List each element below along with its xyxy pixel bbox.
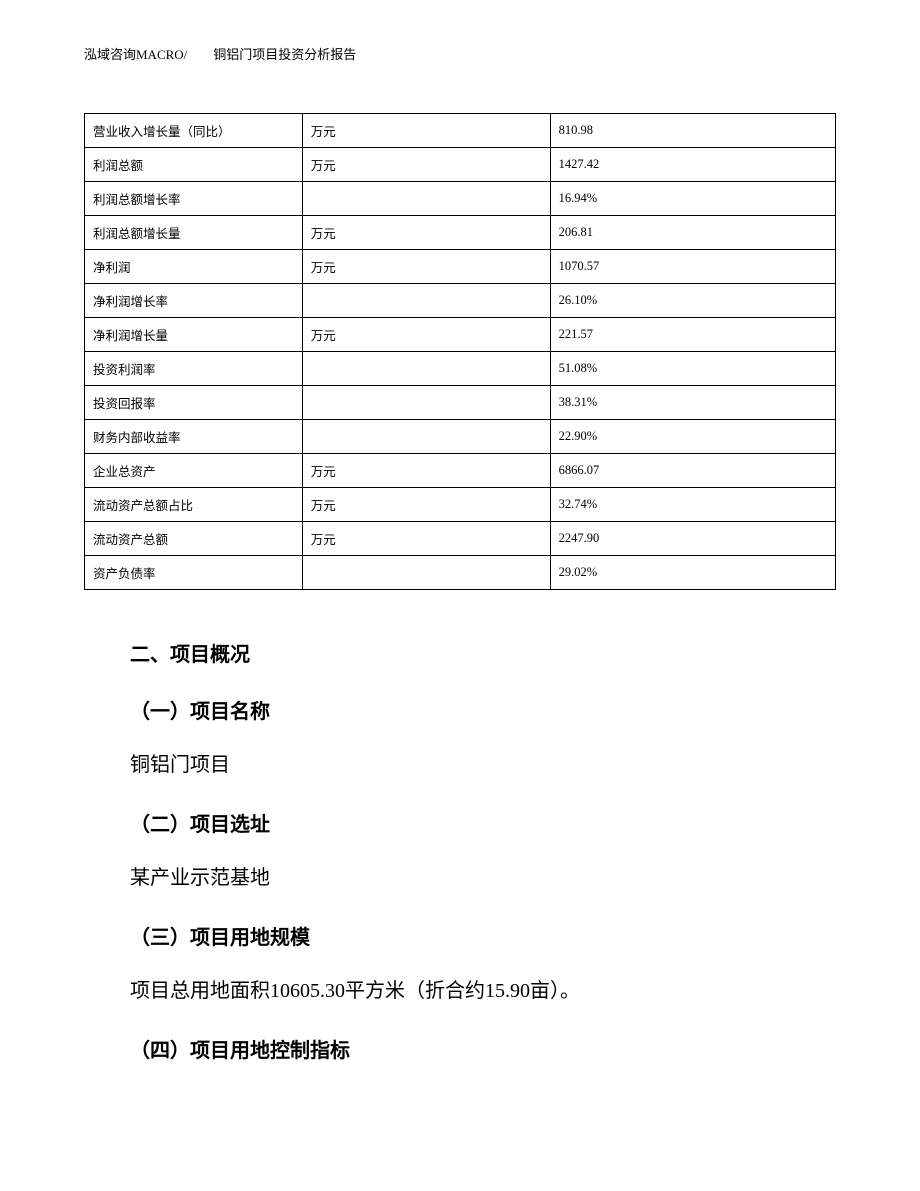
table-cell-value: 26.10% — [550, 284, 835, 318]
table-cell-unit — [302, 352, 550, 386]
table-row: 财务内部收益率 22.90% — [85, 420, 836, 454]
table-row: 流动资产总额 万元 2247.90 — [85, 522, 836, 556]
table-cell-unit: 万元 — [302, 114, 550, 148]
table-cell-value: 38.31% — [550, 386, 835, 420]
table-cell-label: 企业总资产 — [85, 454, 303, 488]
table-row: 资产负债率 29.02% — [85, 556, 836, 590]
table-cell-unit — [302, 556, 550, 590]
table-cell-value: 29.02% — [550, 556, 835, 590]
table-cell-unit — [302, 386, 550, 420]
page-header: 泓域咨询MACRO/ 铜铝门项目投资分析报告 — [84, 44, 836, 63]
table-cell-unit: 万元 — [302, 250, 550, 284]
table-cell-label: 净利润增长率 — [85, 284, 303, 318]
table-row: 净利润增长量 万元 221.57 — [85, 318, 836, 352]
financial-data-table: 营业收入增长量（同比） 万元 810.98 利润总额 万元 1427.42 利润… — [84, 113, 836, 590]
table-row: 流动资产总额占比 万元 32.74% — [85, 488, 836, 522]
table-cell-unit — [302, 284, 550, 318]
table-cell-unit: 万元 — [302, 148, 550, 182]
table-cell-value: 6866.07 — [550, 454, 835, 488]
table-cell-label: 流动资产总额占比 — [85, 488, 303, 522]
table-cell-label: 流动资产总额 — [85, 522, 303, 556]
table-cell-value: 206.81 — [550, 216, 835, 250]
sub-heading-4: （四）项目用地控制指标 — [130, 1034, 816, 1063]
sub-heading-1: （一）项目名称 — [130, 695, 816, 724]
table-row: 净利润 万元 1070.57 — [85, 250, 836, 284]
table-cell-value: 16.94% — [550, 182, 835, 216]
table-row: 企业总资产 万元 6866.07 — [85, 454, 836, 488]
table-cell-label: 投资利润率 — [85, 352, 303, 386]
table-cell-label: 净利润 — [85, 250, 303, 284]
table-cell-value: 221.57 — [550, 318, 835, 352]
table-cell-label: 资产负债率 — [85, 556, 303, 590]
table-cell-unit: 万元 — [302, 522, 550, 556]
table-cell-label: 净利润增长量 — [85, 318, 303, 352]
table-cell-label: 利润总额增长率 — [85, 182, 303, 216]
table-cell-value: 51.08% — [550, 352, 835, 386]
table-cell-unit: 万元 — [302, 216, 550, 250]
table-cell-unit: 万元 — [302, 488, 550, 522]
table-cell-value: 1070.57 — [550, 250, 835, 284]
table-cell-label: 利润总额 — [85, 148, 303, 182]
table-cell-value: 810.98 — [550, 114, 835, 148]
section-heading: 二、项目概况 — [130, 638, 816, 667]
table-cell-value: 2247.90 — [550, 522, 835, 556]
table-body: 营业收入增长量（同比） 万元 810.98 利润总额 万元 1427.42 利润… — [85, 114, 836, 590]
table-row: 营业收入增长量（同比） 万元 810.98 — [85, 114, 836, 148]
table-row: 投资利润率 51.08% — [85, 352, 836, 386]
body-text-3: 项目总用地面积10605.30平方米（折合约15.90亩）。 — [130, 976, 816, 1006]
table-row: 投资回报率 38.31% — [85, 386, 836, 420]
table-cell-label: 营业收入增长量（同比） — [85, 114, 303, 148]
table-cell-value: 32.74% — [550, 488, 835, 522]
sub-heading-3: （三）项目用地规模 — [130, 921, 816, 950]
body-text-1: 铜铝门项目 — [130, 750, 816, 780]
table-cell-value: 22.90% — [550, 420, 835, 454]
content-section: 二、项目概况 （一）项目名称 铜铝门项目 （二）项目选址 某产业示范基地 （三）… — [84, 638, 836, 1063]
table-row: 利润总额增长量 万元 206.81 — [85, 216, 836, 250]
body-text-2: 某产业示范基地 — [130, 863, 816, 893]
sub-heading-2: （二）项目选址 — [130, 808, 816, 837]
table-row: 利润总额增长率 16.94% — [85, 182, 836, 216]
table-row: 净利润增长率 26.10% — [85, 284, 836, 318]
table-cell-value: 1427.42 — [550, 148, 835, 182]
table-cell-unit — [302, 420, 550, 454]
table-cell-label: 利润总额增长量 — [85, 216, 303, 250]
table-row: 利润总额 万元 1427.42 — [85, 148, 836, 182]
table-cell-unit — [302, 182, 550, 216]
table-cell-unit: 万元 — [302, 318, 550, 352]
table-cell-label: 投资回报率 — [85, 386, 303, 420]
table-cell-unit: 万元 — [302, 454, 550, 488]
page-container: 泓域咨询MACRO/ 铜铝门项目投资分析报告 营业收入增长量（同比） 万元 81… — [0, 0, 920, 1063]
table-cell-label: 财务内部收益率 — [85, 420, 303, 454]
